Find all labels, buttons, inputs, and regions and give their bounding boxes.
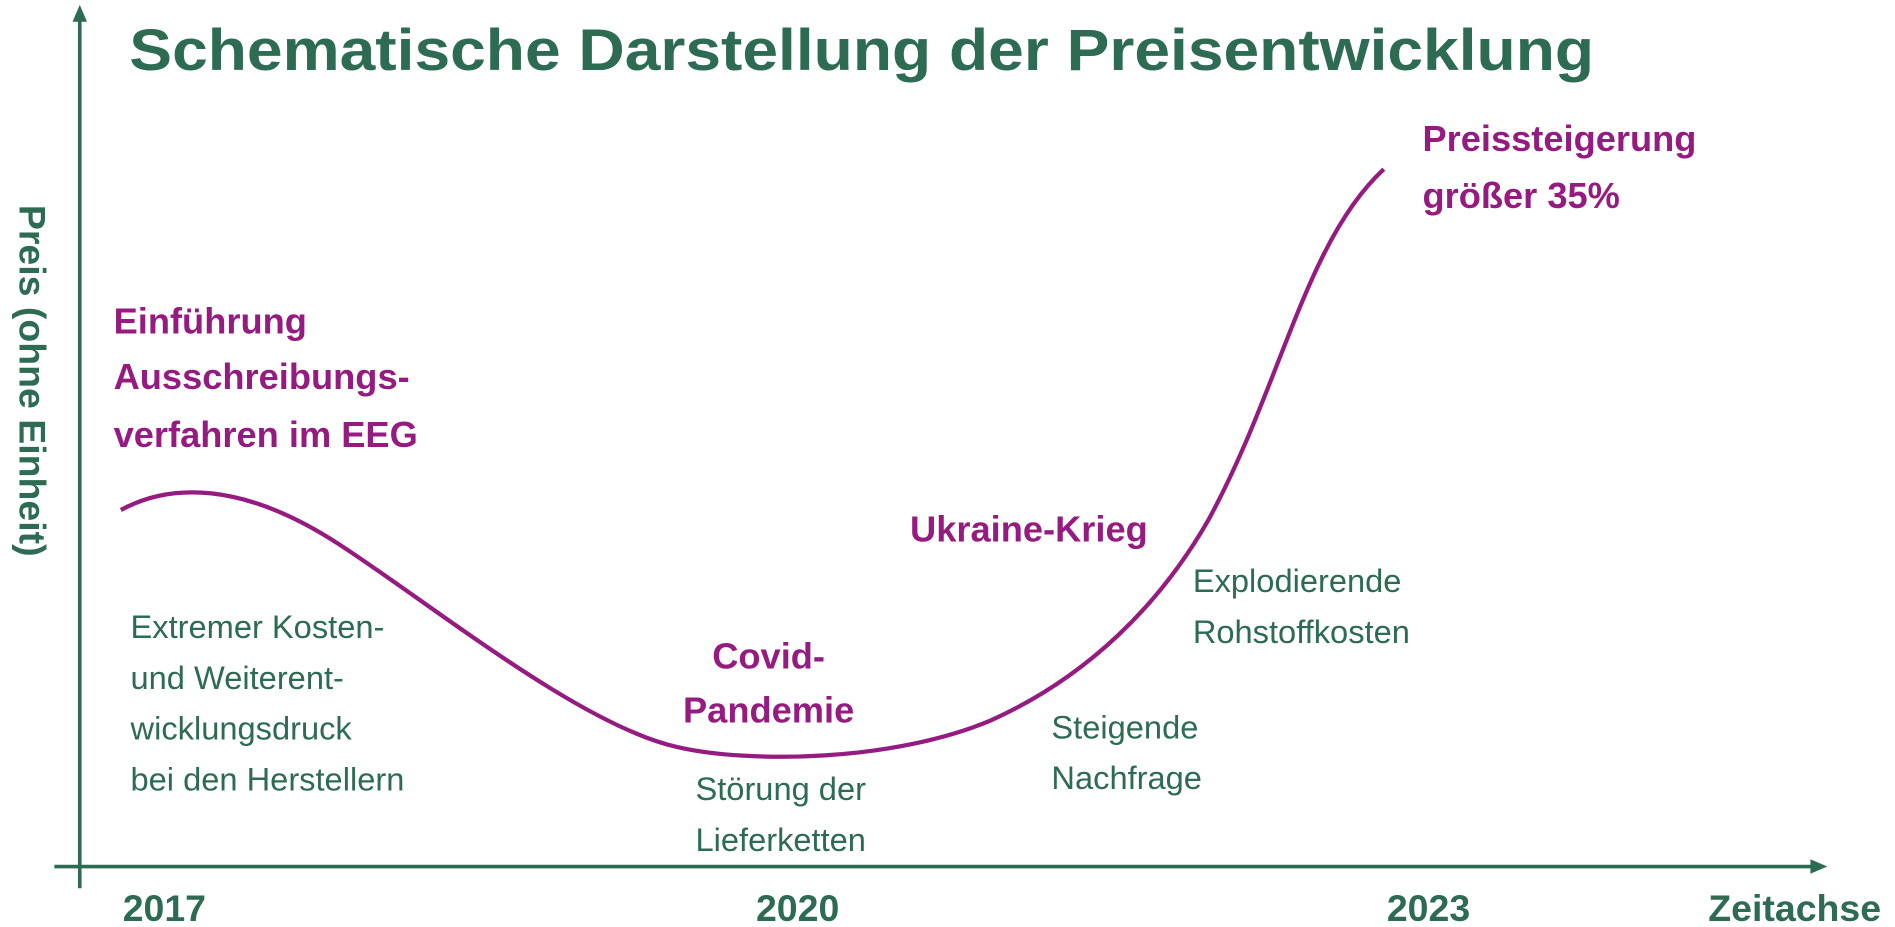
x-label: 2020 [756, 887, 839, 927]
y-axis-label: Preis (ohne Einheit) [11, 205, 53, 557]
x-label: 2023 [1387, 887, 1470, 927]
event-detail: und Weiterent- [131, 659, 344, 696]
event-detail: Explodierende [1193, 562, 1402, 599]
event-title: Einführung [114, 301, 307, 342]
event-title: größer 35% [1422, 175, 1619, 216]
event-title: Preissteigerung [1422, 118, 1696, 159]
x-arrow [1810, 859, 1828, 874]
event-detail: wicklungsdruck [130, 710, 353, 747]
event-title: Covid- [712, 635, 825, 676]
event-title: Ausschreibungs- [114, 356, 410, 397]
event-detail: bei den Herstellern [131, 760, 405, 797]
event-detail: Störung der [695, 770, 866, 807]
price-curve [119, 167, 1386, 759]
event-detail: Extremer Kosten- [131, 608, 385, 645]
x-label: 2017 [123, 887, 206, 927]
event-title: verfahren im EEG [114, 414, 418, 455]
y-arrow [72, 4, 88, 22]
event-detail: Nachfrage [1051, 759, 1202, 796]
event-title: Ukraine-Krieg [910, 508, 1148, 549]
x-axis-label: Zeitachse [1708, 887, 1881, 927]
event-detail: Steigende [1051, 708, 1198, 745]
event-title: Pandemie [683, 690, 854, 731]
title: Schematische Darstellung der Preisentwic… [129, 18, 1594, 83]
event-detail: Lieferketten [695, 821, 866, 858]
event-detail: Rohstoffkosten [1193, 613, 1410, 650]
